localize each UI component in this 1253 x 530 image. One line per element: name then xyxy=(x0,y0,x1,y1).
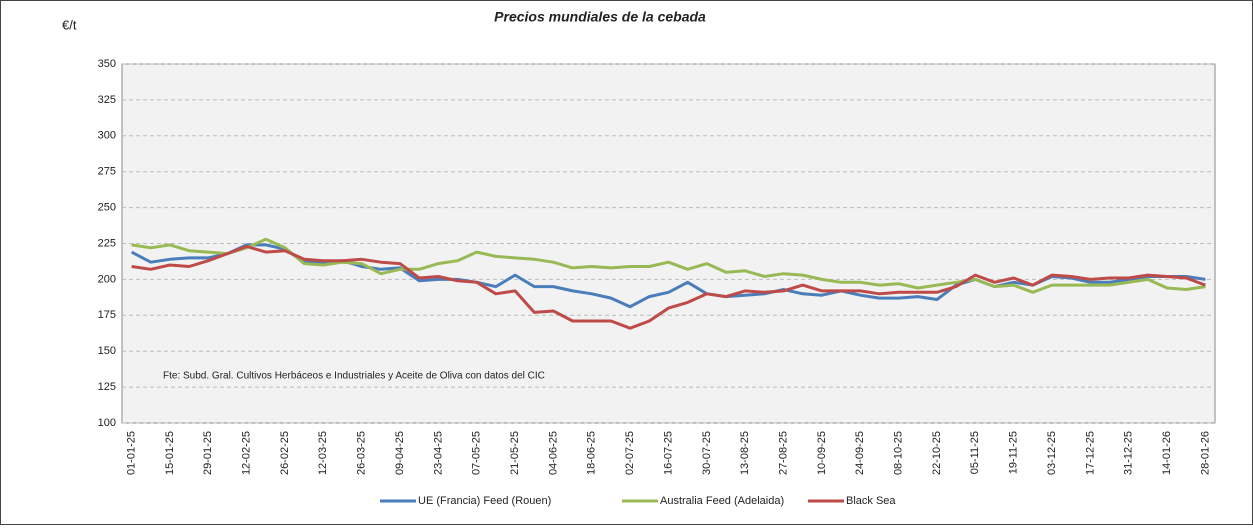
x-tick-label: 19-11-25 xyxy=(1008,431,1020,474)
x-tick-label: 18-06-25 xyxy=(586,431,598,475)
annotation: Fte: Subd. Gral. Cultivos Herbáceos e In… xyxy=(163,371,545,382)
y-tick-label: 250 xyxy=(98,202,116,214)
y-tick-label: 200 xyxy=(98,273,116,285)
x-tick-label: 08-10-25 xyxy=(893,431,905,475)
x-tick-label: 26-02-25 xyxy=(279,431,291,475)
x-tick-label: 23-04-25 xyxy=(432,431,444,475)
x-tick-label: 14-01-26 xyxy=(1161,431,1173,475)
series-line xyxy=(131,237,1206,294)
x-tick-label: 03-12-25 xyxy=(1046,431,1058,475)
x-tick-label: 28-01-26 xyxy=(1199,431,1211,475)
x-tick-label: 24-09-25 xyxy=(854,431,866,475)
x-tick-label: 12-02-25 xyxy=(241,431,253,475)
x-tick-label: 27-08-25 xyxy=(777,431,789,475)
y-tick-label: 175 xyxy=(98,309,116,321)
y-tick-label: 100 xyxy=(98,417,116,429)
x-tick-label: 01-01-25 xyxy=(125,431,137,475)
y-tick-label: 350 xyxy=(98,58,116,70)
x-tick-label: 09-04-25 xyxy=(394,431,406,475)
x-tick-label: 12-03-25 xyxy=(317,431,329,475)
x-tick-label: 17-12-25 xyxy=(1084,431,1096,475)
x-tick-label: 29-01-25 xyxy=(202,431,214,475)
y-tick-label: 150 xyxy=(98,345,116,357)
y-axis-label: €/t xyxy=(62,17,77,32)
x-tick-label: 05-11-25 xyxy=(969,431,981,474)
x-tick-label: 10-09-25 xyxy=(816,431,828,475)
legend-label: UE (Francia) Feed (Rouen) xyxy=(418,495,551,507)
x-tick-label: 31-12-25 xyxy=(1123,431,1135,475)
x-tick-label: 02-07-25 xyxy=(624,431,636,475)
series-line xyxy=(131,244,1206,330)
x-tick-label: 22-10-25 xyxy=(931,431,943,475)
legend-label: Australia Feed (Adelaida) xyxy=(660,495,784,507)
y-tick-label: 300 xyxy=(98,130,116,142)
x-tick-label: 30-07-25 xyxy=(701,431,713,475)
x-tick-label: 15-01-25 xyxy=(164,431,176,475)
y-tick-label: 275 xyxy=(98,166,116,178)
y-tick-label: 225 xyxy=(98,237,116,249)
x-tick-label: 26-03-25 xyxy=(356,431,368,475)
x-tick-label: 04-06-25 xyxy=(547,431,559,475)
x-tick-label: 13-08-25 xyxy=(739,431,751,475)
legend-label: Black Sea xyxy=(846,495,896,507)
y-tick-label: 325 xyxy=(98,94,116,106)
x-tick-label: 07-05-25 xyxy=(471,431,483,475)
x-tick-label: 21-05-25 xyxy=(509,431,521,475)
y-tick-label: 125 xyxy=(98,381,116,393)
chart-title: Precios mundiales de la cebada xyxy=(494,9,706,25)
x-tick-label: 16-07-25 xyxy=(662,431,674,475)
